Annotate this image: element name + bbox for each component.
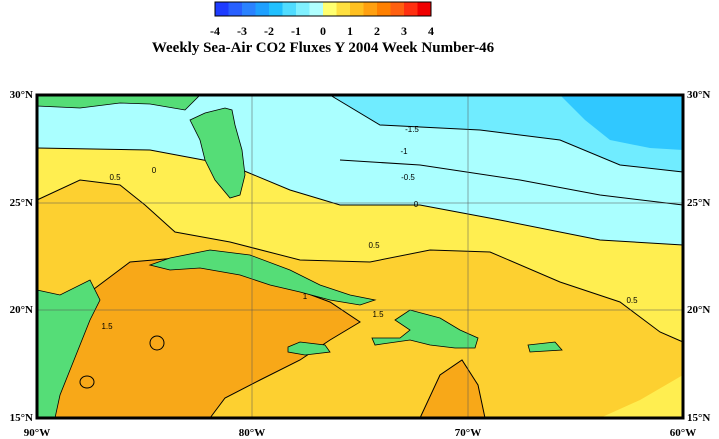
lat-label: 30°N xyxy=(10,89,33,101)
contour-label: 0.5 xyxy=(109,173,121,182)
title: Weekly Sea-Air CO2 Fluxes Y 2004 Week Nu… xyxy=(152,40,495,56)
colorbar-label: -1 xyxy=(291,24,301,38)
lon-label: 90°W xyxy=(24,427,50,439)
contour-label: 0 xyxy=(414,200,419,209)
lon-label: 60°W xyxy=(670,427,696,439)
contour-label: 1.5 xyxy=(101,322,113,331)
lat-label: 15°N xyxy=(10,412,33,424)
lon-label: 80°W xyxy=(239,427,265,439)
lon-label: 70°W xyxy=(455,427,481,439)
colorbar-label: -3 xyxy=(237,24,247,38)
lat-label: 20°N xyxy=(687,304,710,316)
lat-label: 25°N xyxy=(10,197,33,209)
contour-label: 0 xyxy=(152,166,157,175)
map xyxy=(35,93,685,420)
colorbar-label: 3 xyxy=(401,24,407,38)
colorbar-label: 0 xyxy=(320,24,326,38)
colorbar-label: 2 xyxy=(374,24,380,38)
contour-label: 1.5 xyxy=(372,310,384,319)
colorbar-label: 1 xyxy=(347,24,353,38)
lat-label: 25°N xyxy=(687,197,710,209)
colorbar xyxy=(214,1,432,17)
colorbar-label: 4 xyxy=(428,24,434,38)
colorbar-label: -4 xyxy=(210,24,220,38)
contour-label: -0.5 xyxy=(401,173,415,182)
colorbar-label: -2 xyxy=(264,24,274,38)
lat-label: 30°N xyxy=(687,89,710,101)
contour-label: -1.5 xyxy=(405,125,419,134)
lat-label: 15°N xyxy=(687,412,710,424)
contour-label: 1 xyxy=(303,292,308,301)
lat-label: 20°N xyxy=(10,304,33,316)
contour-label: 0.5 xyxy=(626,296,638,305)
contour-label: -1 xyxy=(400,147,408,156)
contour-label: 0.5 xyxy=(368,241,380,250)
